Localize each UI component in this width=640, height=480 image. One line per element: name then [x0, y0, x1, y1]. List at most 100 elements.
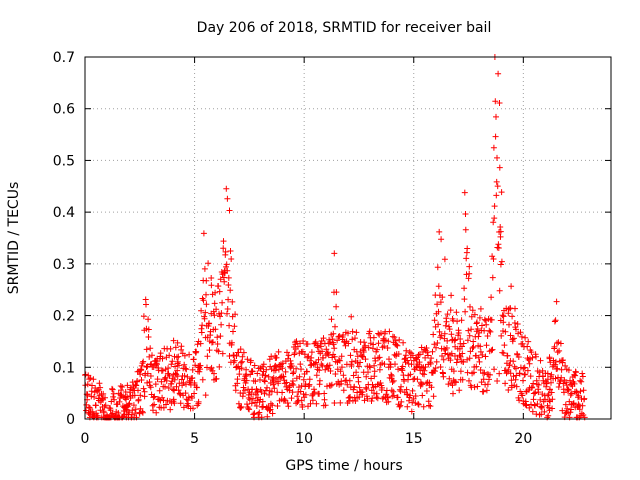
data-point	[243, 377, 250, 384]
data-point	[497, 224, 504, 230]
data-point	[521, 364, 528, 371]
data-point	[546, 354, 553, 361]
data-point	[396, 403, 403, 410]
data-point	[244, 401, 250, 408]
data-point	[135, 396, 142, 403]
data-point	[201, 265, 208, 272]
data-point	[525, 338, 532, 345]
data-point	[464, 245, 471, 252]
data-point	[351, 383, 358, 390]
data-point	[223, 185, 230, 192]
data-point	[245, 405, 252, 412]
data-point	[507, 305, 514, 312]
data-point	[265, 373, 272, 380]
data-point	[371, 368, 378, 375]
data-point	[215, 348, 222, 355]
data-point	[100, 408, 107, 415]
data-point	[234, 376, 241, 383]
data-point	[440, 373, 447, 380]
data-point	[436, 228, 443, 235]
data-point	[313, 400, 320, 407]
data-point	[336, 357, 343, 364]
data-point	[173, 383, 180, 390]
data-point	[212, 289, 219, 296]
data-point	[509, 338, 516, 345]
data-point	[186, 351, 193, 358]
data-point	[351, 346, 358, 353]
data-point	[185, 394, 192, 401]
data-point	[87, 375, 94, 382]
y-tick-label: 0.6	[53, 102, 75, 118]
data-point	[396, 386, 403, 393]
data-point	[324, 350, 331, 357]
data-point	[308, 354, 315, 361]
data-point	[140, 313, 147, 320]
data-point	[359, 389, 366, 395]
data-point	[94, 388, 101, 395]
y-tick-label: 0.7	[53, 50, 75, 66]
data-point	[536, 369, 543, 376]
data-point	[455, 330, 462, 336]
data-point	[482, 353, 489, 360]
data-point	[447, 357, 454, 364]
data-point	[558, 366, 565, 373]
data-point	[477, 305, 484, 312]
data-point	[400, 339, 407, 346]
y-tick-label: 0	[66, 412, 75, 428]
data-point	[327, 368, 334, 374]
data-point	[138, 377, 145, 383]
data-point	[244, 356, 251, 363]
data-point	[464, 356, 471, 363]
data-point	[457, 368, 464, 375]
data-point	[340, 387, 347, 394]
data-point	[211, 312, 218, 319]
data-point	[412, 400, 419, 406]
data-point	[473, 320, 480, 327]
data-point	[263, 366, 270, 373]
data-point	[431, 317, 438, 324]
y-tick-label: 0.2	[53, 309, 75, 325]
data-point	[403, 347, 410, 354]
data-point	[483, 321, 490, 328]
data-point	[232, 387, 239, 394]
data-point	[362, 342, 369, 349]
data-point	[470, 338, 477, 345]
data-point	[418, 380, 424, 387]
data-point	[490, 219, 497, 226]
data-point	[320, 335, 327, 342]
data-point	[579, 370, 586, 377]
data-point	[461, 189, 468, 196]
data-point	[338, 353, 345, 360]
data-point	[174, 358, 181, 365]
data-point	[260, 403, 267, 410]
data-point	[288, 395, 295, 402]
data-point	[174, 367, 181, 374]
data-point	[488, 294, 495, 301]
data-point	[247, 357, 254, 364]
data-point	[331, 400, 338, 406]
data-point	[198, 329, 205, 336]
data-point	[441, 345, 448, 352]
data-point	[167, 406, 174, 413]
data-point	[152, 381, 159, 388]
data-point	[345, 330, 351, 337]
data-point	[141, 388, 148, 395]
data-point	[214, 341, 221, 347]
data-point	[577, 377, 584, 384]
data-point	[504, 352, 511, 359]
data-point	[574, 389, 580, 396]
data-point	[238, 403, 245, 410]
data-point	[277, 374, 284, 381]
data-point	[203, 277, 210, 284]
data-point	[457, 353, 464, 360]
data-point	[308, 349, 315, 356]
data-point	[474, 383, 481, 390]
data-point	[239, 358, 246, 365]
data-point	[464, 337, 471, 344]
data-point	[319, 362, 326, 369]
data-point	[428, 384, 435, 391]
data-point	[311, 389, 318, 396]
data-point	[220, 238, 227, 245]
data-point	[376, 354, 383, 361]
data-point	[294, 343, 301, 350]
